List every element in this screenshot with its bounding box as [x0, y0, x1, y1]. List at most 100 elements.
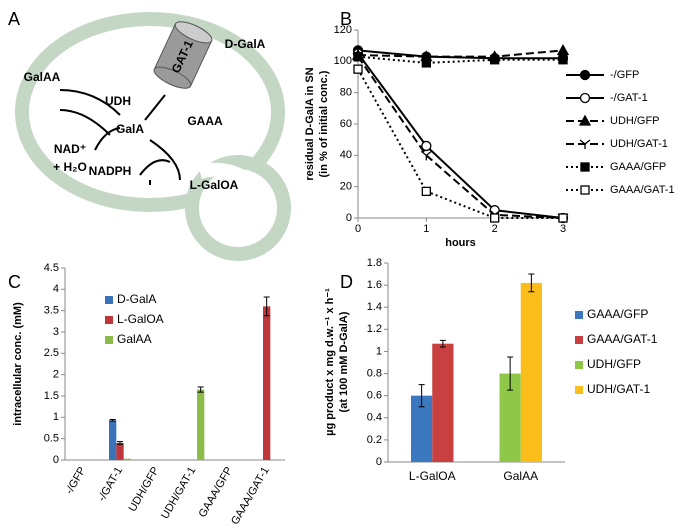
legend-text: -/GFP — [610, 69, 639, 81]
label: GalAA — [24, 70, 61, 84]
panel-letter: B — [340, 9, 352, 29]
y-axis-label: (in % of initial conc.) — [318, 70, 330, 177]
legend-swatch — [575, 361, 583, 369]
y-tick-label: 3 — [53, 326, 59, 338]
bar — [197, 389, 205, 460]
bar — [411, 395, 433, 462]
legend-swatch — [105, 296, 113, 304]
y-axis-label: (at 100 mM D-GalA) — [338, 311, 350, 412]
y-tick-label: 60 — [340, 118, 352, 130]
bud-neck — [198, 162, 252, 187]
label: D-GalA — [225, 37, 266, 51]
legend-marker — [580, 162, 590, 172]
legend-marker — [578, 114, 592, 126]
arrows — [59, 89, 181, 185]
y-tick-label: 20 — [340, 181, 352, 193]
point — [556, 44, 570, 56]
y-tick-label: 0.8 — [367, 367, 382, 379]
y-tick-label: 0.4 — [367, 412, 382, 424]
y-tick-label: 0.5 — [44, 433, 59, 445]
error-bar — [109, 418, 116, 422]
bud — [185, 155, 291, 261]
series-line — [357, 55, 563, 64]
legend-text: UDH/GAT-1 — [587, 382, 650, 396]
point — [421, 140, 432, 152]
label: GAAA — [187, 114, 223, 128]
legend-text: L-GalOA — [117, 312, 164, 326]
panel-letter: C — [8, 272, 21, 292]
point — [353, 51, 363, 62]
legend-swatch — [105, 316, 113, 324]
x-tick-label: 1 — [423, 223, 429, 235]
x-tick-label: 2 — [492, 223, 498, 235]
x-axis-label: hours — [445, 237, 476, 249]
series-line — [357, 52, 564, 219]
legend-text: -/GAT-1 — [610, 92, 648, 104]
legend-text: D-GalA — [117, 292, 156, 306]
bar — [499, 373, 521, 462]
error-bar — [439, 339, 446, 348]
y-tick-label: 0 — [346, 212, 352, 224]
error-bar — [507, 356, 514, 391]
y-tick-label: 120 — [334, 24, 352, 36]
label: UDH — [105, 94, 131, 108]
y-tick-label: 0 — [53, 454, 59, 466]
point — [490, 55, 500, 65]
series-line — [357, 68, 563, 219]
y-tick-label: 80 — [340, 87, 352, 99]
y-tick-label: 1.6 — [367, 279, 382, 291]
y-tick-label: 40 — [340, 149, 352, 161]
bar — [432, 343, 454, 462]
transporter — [153, 21, 213, 89]
y-tick-label: 1.4 — [367, 301, 382, 313]
x-tick-label: GalAA — [503, 469, 538, 483]
diagram: A GAT-1 D-GalA GalAA UDH GalA GAAA NAD⁺ … — [8, 9, 291, 261]
legend-text: GAAA/GFP — [587, 307, 648, 321]
y-tick-label: 0.6 — [367, 390, 382, 402]
cell — [15, 12, 285, 212]
error-bar — [418, 384, 425, 408]
x-tick-label: L-GalOA — [409, 469, 456, 483]
x-tick-label: UDH/GAT-1 — [159, 465, 198, 521]
y-tick-label: 1 — [53, 411, 59, 423]
point — [558, 213, 568, 223]
error-bar — [263, 296, 270, 317]
series-line — [357, 49, 564, 58]
y-axis-label: residual D-GalA in SN — [304, 67, 316, 180]
panel-letter: A — [8, 9, 20, 29]
error-bar — [528, 273, 535, 293]
y-tick-label: 4 — [53, 283, 59, 295]
y-tick-label: 100 — [334, 55, 352, 67]
x-tick-label: -/GFP — [63, 465, 88, 496]
y-tick-label: 4.5 — [44, 262, 59, 274]
bar — [116, 442, 124, 460]
y-tick-label: 0.2 — [367, 434, 382, 446]
label: GalA — [116, 122, 144, 136]
bar — [123, 458, 131, 460]
point — [490, 213, 500, 223]
y-tick-label: 1.2 — [367, 323, 382, 335]
y-axis-label: µg product x mg d.w.⁻¹ x h⁻¹ — [324, 288, 336, 436]
y-tick-label: 2 — [53, 369, 59, 381]
x-tick-label: -/GAT-1 — [96, 465, 125, 504]
legend-text: GAAA/GFP — [610, 161, 666, 173]
label: NAD⁺ — [54, 142, 86, 156]
legend-text: GAAA/GAT-1 — [610, 184, 675, 196]
legend-text: GAAA/GAT-1 — [587, 332, 658, 346]
legend-marker — [579, 92, 591, 104]
bar — [520, 282, 542, 462]
y-tick-label: 3.5 — [44, 305, 59, 317]
legend-swatch — [575, 336, 583, 344]
y-tick-label: 2.5 — [44, 347, 59, 359]
label: L-GalOA — [190, 178, 239, 192]
y-axis-label: intracellular conc. (mM) — [12, 302, 24, 426]
x-tick-label: GAAA/GAT-1 — [229, 465, 272, 527]
x-tick-label: UDH/GFP — [127, 465, 162, 514]
x-tick-label: 0 — [355, 223, 361, 235]
error-bar — [117, 441, 123, 445]
legend-text: UDH/GAT-1 — [610, 138, 668, 150]
bar — [109, 420, 117, 460]
panel-letter: D — [340, 272, 353, 292]
legend-swatch — [575, 311, 583, 319]
x-tick-label: GAAA/GFP — [197, 465, 236, 520]
